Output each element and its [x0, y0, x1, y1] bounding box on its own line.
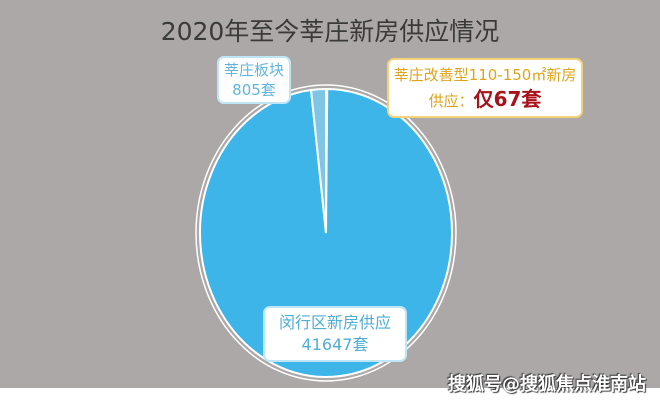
label-improvement: 莘庄改善型110-150㎡新房供应：仅67套	[387, 58, 583, 118]
label-minhang: 闵行区新房供应 41647套	[263, 306, 407, 362]
slice-label: 莘庄改善型110-150㎡新房供应：	[393, 66, 577, 110]
label-xinzhuang: 莘庄板块 805套	[217, 56, 291, 104]
slice-label: 莘庄板块	[223, 61, 284, 79]
slice-label: 闵行区新房供应	[278, 313, 391, 332]
slice-value: 41647套	[301, 335, 369, 354]
pie-outer-ring	[195, 84, 457, 382]
watermark: 搜狐号@搜狐焦点淮南站	[448, 374, 646, 395]
pie-slice-2	[309, 87, 327, 234]
slice-value: 仅67套	[473, 87, 542, 111]
slice-value: 805套	[232, 81, 276, 99]
chart-title: 2020年至今莘庄新房供应情况	[160, 17, 500, 46]
